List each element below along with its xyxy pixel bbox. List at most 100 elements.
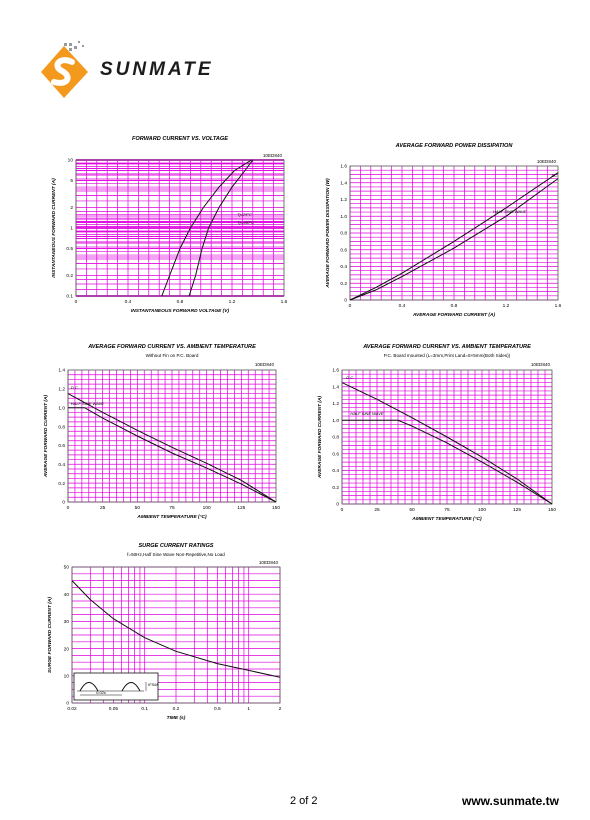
series-line-ifsm — [71, 580, 281, 678]
x-tick-label: 0 — [75, 299, 78, 305]
series-label: Tj=25°C — [237, 212, 252, 217]
x-axis-label: TIME (s) — [167, 715, 186, 721]
x-axis-label: INSTANTANEOUS FORWARD VOLTAGE (V) — [131, 308, 230, 314]
grid-lines — [75, 159, 284, 297]
x-tick-label: 1 — [247, 706, 250, 712]
series-line-dc — [349, 178, 559, 301]
x-tick-label: 0.8 — [177, 299, 184, 305]
y-tick-label: 0 — [344, 298, 347, 304]
y-tick-label: 5 — [70, 178, 73, 184]
plot-frame — [71, 566, 281, 704]
x-tick-label: 0.2 — [173, 706, 180, 712]
y-tick-label: 0 — [336, 502, 339, 508]
y-axis-label: INSTANTANEOUS FORWARD CURRENT (A) — [51, 178, 57, 278]
chart-surge-current-ratings: SURGE CURRENT RATINGS f=50Hz,Half Sine Wa… — [47, 543, 282, 721]
y-tick-label: 1.6 — [332, 368, 339, 374]
x-tick-label: 2 — [279, 706, 282, 712]
brand-name: SUNMATE — [100, 59, 214, 80]
y-axis-label: AVERAGE FORWARD CURRENT (A) — [43, 395, 49, 479]
y-tick-label: 0 — [62, 500, 65, 506]
y-tick-label: 0.8 — [340, 231, 347, 237]
y-tick-label: 20 — [64, 646, 70, 652]
y-tick-label: 0.4 — [332, 468, 339, 474]
y-tick-label: 50 — [64, 565, 70, 571]
series-line-tj-25-c — [188, 159, 254, 297]
y-tick-label: 1.2 — [332, 401, 339, 407]
chart-forward-power-dissipation: AVERAGE FORWARD POWER DISSIPATION 10ED840… — [325, 143, 562, 318]
chart-subtitle: Without Fin on P.C. Board — [146, 353, 199, 358]
series-line-tj-150-c — [161, 159, 252, 297]
x-tick-label: 25 — [374, 507, 380, 513]
y-tick-label: 0.8 — [332, 435, 339, 441]
page-number: 2 of 2 — [290, 795, 318, 807]
chart-title: AVERAGE FORWARD POWER DISSIPATION — [395, 143, 514, 149]
part-number-label: 10ED840 — [259, 560, 279, 565]
series-label: HALF SINE WAVE — [350, 411, 384, 416]
part-number-label: 10ED840 — [263, 153, 283, 158]
series-label: HALF SINE WAVE — [71, 401, 105, 406]
x-tick-label: 150 — [548, 507, 556, 513]
chart-current-vs-temp-pcb: AVERAGE FORWARD CURRENT VS. AMBIENT TEMP… — [317, 344, 556, 522]
inset-box — [73, 672, 159, 701]
series-line-half-sine-wave — [342, 419, 553, 505]
website-link[interactable]: www.sunmate.tw — [462, 794, 559, 808]
chart-title: AVERAGE FORWARD CURRENT VS. AMBIENT TEMP… — [362, 344, 531, 350]
chart-subtitle: f=50Hz,Half Sine Wave Non-Repetitive,No … — [127, 552, 225, 557]
y-tick-label: 1.0 — [332, 418, 339, 424]
y-tick-label: 0.1 — [66, 294, 73, 300]
x-tick-label: 75 — [169, 505, 175, 511]
x-tick-label: 0.1 — [141, 706, 148, 712]
x-tick-label: 0.4 — [125, 299, 132, 305]
y-tick-label: 1.4 — [340, 180, 347, 186]
x-tick-label: 100 — [203, 505, 211, 511]
x-tick-label: 1.6 — [281, 299, 288, 305]
chart-forward-current-vs-voltage: FORWARD CURRENT VS. VOLTAGE 10ED840 0 0.4 0.… — [51, 136, 288, 314]
x-tick-label: 125 — [237, 505, 245, 511]
y-tick-label: 0.6 — [332, 451, 339, 457]
y-tick-label: 0.5 — [66, 246, 73, 252]
y-tick-label: 0.8 — [58, 424, 65, 430]
chart-subtitle: P.C. Board mounted (L=3mm,Print Land=5×5… — [384, 353, 511, 358]
y-tick-label: 1 — [70, 226, 73, 232]
chart-title: FORWARD CURRENT VS. VOLTAGE — [132, 136, 228, 142]
plot-frame — [67, 369, 277, 503]
series-line-dc — [341, 382, 553, 505]
y-axis-label: AVERAGE FORWARD POWER DISSIPATION (W) — [325, 178, 331, 289]
part-number-label: 10ED840 — [531, 362, 551, 367]
y-tick-label: 40 — [64, 592, 70, 598]
inset-peak-label: IFSM — [148, 682, 158, 687]
series-line-half-sine-wave — [68, 407, 277, 503]
grid-lines — [67, 370, 276, 503]
y-tick-label: 0.6 — [340, 247, 347, 253]
x-tick-label: 0.4 — [399, 303, 406, 309]
part-number-label: 10ED840 — [255, 362, 275, 367]
chart-title: SURGE CURRENT RATINGS — [138, 543, 213, 549]
x-tick-label: 0 — [349, 303, 352, 309]
y-axis-label: SURGE FORWARD CURRENT (A) — [47, 597, 53, 673]
x-tick-label: 25 — [100, 505, 106, 511]
chart-current-vs-temp-no-fin: AVERAGE FORWARD CURRENT VS. AMBIENT TEMP… — [43, 344, 280, 520]
part-number-label: 10ED840 — [537, 159, 557, 164]
x-tick-label: 1.6 — [555, 303, 562, 309]
x-axis-label: AMBIENT TEMPERATURE (°C) — [136, 514, 207, 520]
x-tick-label: 0 — [341, 507, 344, 513]
x-tick-label: 0.02 — [67, 706, 77, 712]
x-tick-label: 0.5 — [214, 706, 221, 712]
series-line-half-sine-wave — [349, 172, 559, 301]
series-label: D.C. — [346, 375, 354, 380]
y-tick-label: 30 — [64, 619, 70, 625]
x-tick-label: 75 — [444, 507, 450, 513]
plot-frame — [75, 159, 285, 297]
y-tick-label: 0 — [66, 701, 69, 707]
waveform-inset: 0.02s IFSM — [73, 672, 159, 701]
x-tick-label: 1.2 — [503, 303, 510, 309]
y-axis-label: AVERAGE FORWARD CURRENT (A) — [317, 396, 323, 480]
series-label: Tj=150°C — [237, 220, 254, 225]
y-tick-label: 0.2 — [58, 481, 65, 487]
series-label: HALF SINE WAVE — [493, 209, 527, 214]
y-tick-label: 1.4 — [332, 384, 339, 390]
y-tick-label: 0.2 — [66, 273, 73, 279]
y-tick-label: 1.2 — [340, 197, 347, 203]
sunmate-logo-icon — [41, 41, 88, 98]
x-tick-label: 0.05 — [109, 706, 119, 712]
